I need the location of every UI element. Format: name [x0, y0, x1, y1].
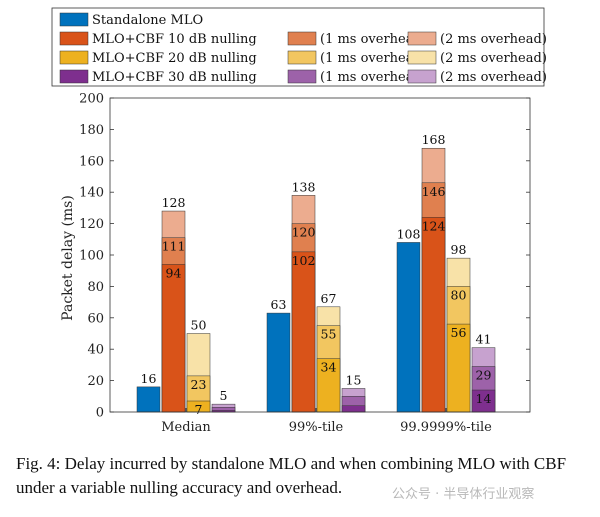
bar-value-label: 138 [292, 179, 316, 194]
bar-value-label: 146 [422, 184, 446, 199]
legend-entry-label: (1 ms overhead) [320, 51, 427, 66]
legend-swatch [407, 50, 437, 65]
bar-segment [421, 217, 446, 413]
bar-value-label: 94 [166, 265, 182, 280]
x-tick-label: Median [161, 420, 211, 435]
y-tick-label: 20 [87, 374, 104, 389]
legend-entry-label: (1 ms overhead) [320, 32, 427, 47]
bar-value-label: 15 [346, 372, 362, 387]
legend-swatch [287, 69, 317, 84]
bar-value-label: 168 [422, 132, 446, 147]
legend-entry-label: (2 ms overhead) [440, 51, 547, 66]
y-tick-label: 0 [96, 406, 104, 421]
bar-value-label: 29 [476, 367, 492, 382]
bar-labels: 16 94 111 128 7 23 50 5 63 102 120 138 34 55 67 15 10812… [141, 132, 492, 417]
y-tick-label: 80 [87, 280, 104, 295]
legend-entry-label: Standalone MLO [92, 13, 203, 28]
watermark: 公众号 · 半导体行业观察 [392, 487, 535, 502]
bar-value-label: 108 [397, 226, 421, 241]
bar-value-label: 34 [321, 360, 337, 375]
legend-swatch [407, 31, 437, 46]
delay-bar-chart: Standalone MLO MLO+CBF 10 dB nulling (1 ms… [51, 7, 547, 435]
bar-value-label: 55 [321, 327, 337, 342]
legend-swatch [407, 69, 437, 84]
bar-value-label: 111 [162, 239, 186, 254]
bars [136, 147, 496, 413]
legend-swatch [59, 50, 89, 65]
legend-entry-label: MLO+CBF 30 dB nulling [92, 70, 257, 85]
y-tick-label: 40 [87, 343, 104, 358]
bar-standalone-mlo [136, 386, 161, 413]
y-tick-label: 140 [79, 186, 104, 201]
legend-swatch [59, 69, 89, 84]
bar-value-label: 50 [191, 318, 207, 333]
bar-value-label: 16 [141, 371, 157, 386]
y-tick-label: 160 [79, 154, 104, 169]
legend-entry-label: (1 ms overhead) [320, 70, 427, 85]
bar-value-label: 63 [271, 297, 287, 312]
bar-value-label: 67 [321, 291, 337, 306]
bar-value-label: 120 [292, 225, 316, 240]
legend-swatch [59, 12, 89, 27]
y-tick-label: 120 [79, 217, 104, 232]
bar-standalone-mlo [266, 312, 291, 413]
bar-value-label: 23 [191, 377, 207, 392]
bar-value-label: 41 [476, 332, 492, 347]
legend: Standalone MLO MLO+CBF 10 dB nulling (1 ms… [51, 7, 547, 87]
legend-entry-label: MLO+CBF 10 dB nulling [92, 32, 257, 47]
bar-value-label: 128 [162, 195, 186, 210]
legend-entry-label: MLO+CBF 20 dB nulling [92, 51, 257, 66]
bar-standalone-mlo [396, 242, 421, 413]
bar-value-label: 5 [220, 388, 228, 403]
legend-swatch [287, 31, 317, 46]
bar-value-label: 80 [451, 287, 467, 302]
y-tick-label: 60 [87, 311, 104, 326]
bar-value-label: 7 [195, 402, 203, 417]
y-axis-label: Packet delay (ms) [60, 195, 76, 321]
bar-value-label: 14 [476, 391, 492, 406]
bar-value-label: 56 [451, 325, 467, 340]
bar-value-label: 98 [451, 242, 467, 257]
y-tick-label: 200 [79, 92, 104, 107]
x-tick-label: 99%-tile [289, 420, 344, 435]
bar-value-label: 102 [292, 253, 316, 268]
legend-swatch [59, 31, 89, 46]
y-tick-label: 100 [79, 249, 104, 264]
legend-entry-label: (2 ms overhead) [440, 32, 547, 47]
axes: 0 20 40 60 80 100 120 140 160 180 200 Median 99%-til… [79, 92, 531, 435]
x-tick-label: 99.9999%-tile [400, 420, 492, 435]
bar-value-label: 124 [422, 218, 446, 233]
bar-segment [291, 251, 316, 413]
bar-segment [341, 405, 366, 413]
figure-caption: Fig. 4: Delay incurred by standalone MLO… [16, 454, 567, 497]
y-tick-label: 180 [79, 123, 104, 138]
legend-entry-label: (2 ms overhead) [440, 70, 547, 85]
bar-segment [161, 264, 186, 413]
legend-swatch [287, 50, 317, 65]
